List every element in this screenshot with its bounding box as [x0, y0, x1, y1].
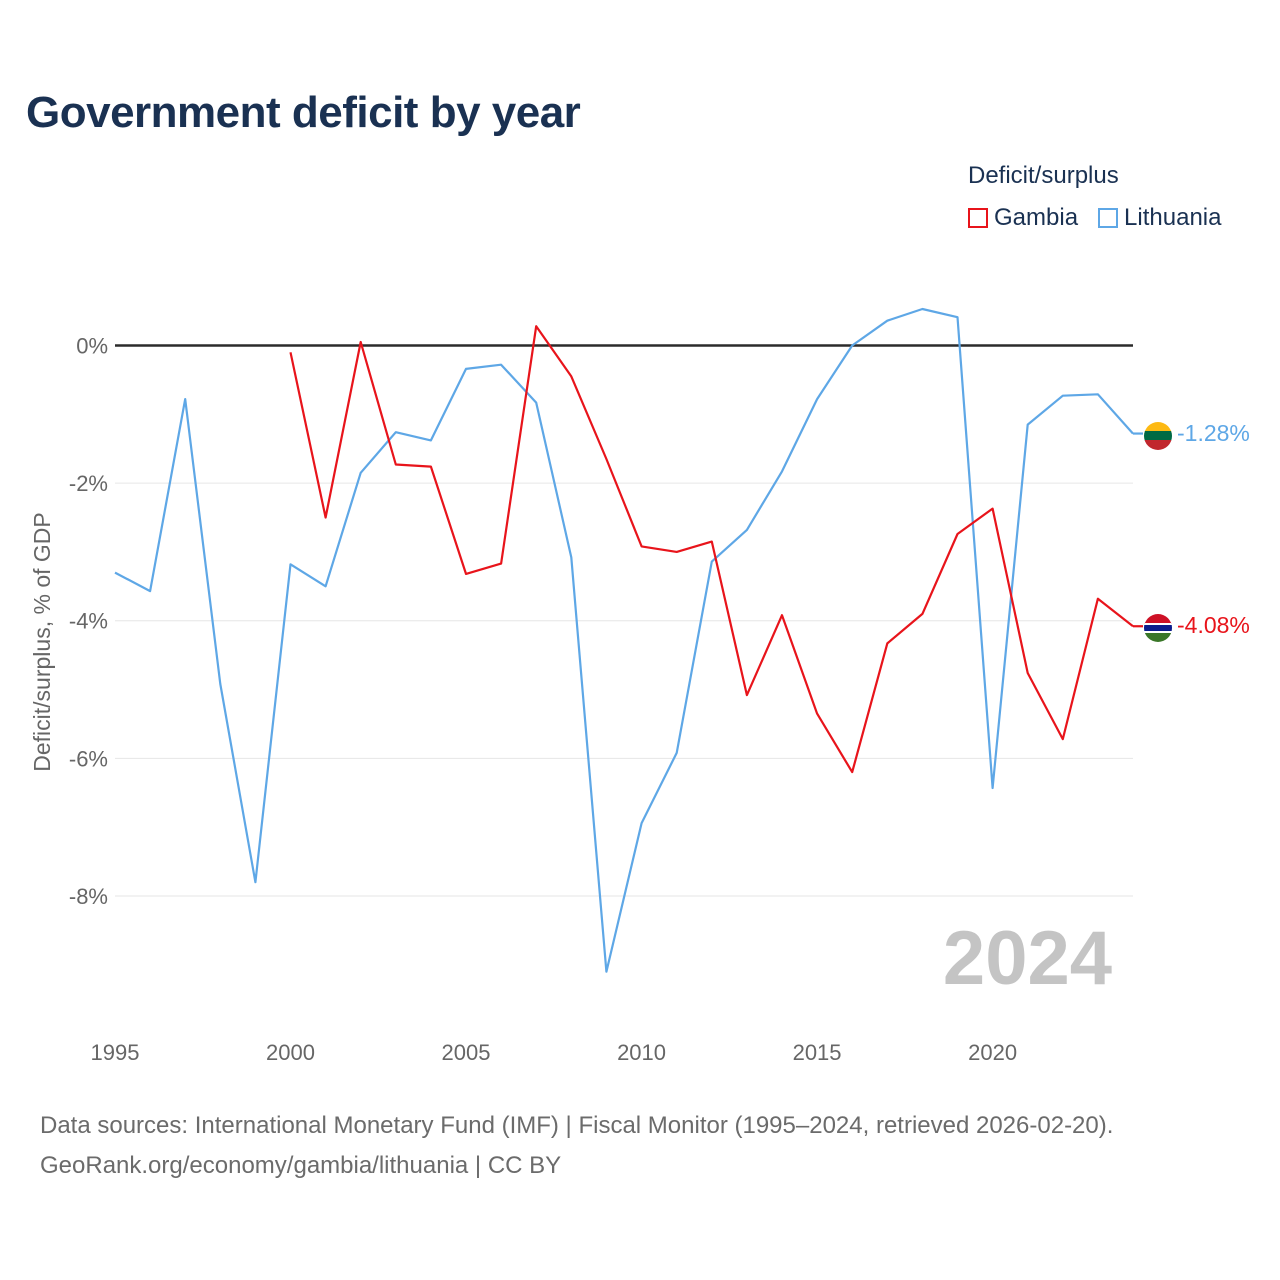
line-chart: 0%-2%-4%-6%-8% 1995 2000 2005 2010 2015 2020 …: [29, 307, 1250, 1065]
x-tick-label: 1995: [91, 1040, 140, 1065]
y-tick-label: -4%: [69, 609, 108, 634]
source-note: Data sources: International Monetary Fun…: [40, 1106, 1113, 1186]
x-tick-label: 2005: [442, 1040, 491, 1065]
y-axis-label: Deficit/surplus, % of GDP: [29, 512, 55, 771]
source-line: Data sources: International Monetary Fun…: [40, 1112, 1114, 1139]
legend-title: Deficit/surplus: [968, 162, 1119, 189]
series-line-gambia[interactable]: [289, 325, 1134, 774]
legend-label-gambia: Gambia: [994, 204, 1079, 231]
attribution-line: GeoRank.org/economy/gambia/lithuania | C…: [40, 1152, 562, 1179]
flag-lithuania-icon: [1144, 422, 1172, 450]
series-line-lithuania[interactable]: [114, 307, 1134, 973]
legend-item-lithuania[interactable]: Lithuania: [1098, 204, 1221, 232]
legend-swatch-gambia: [968, 208, 988, 228]
end-label-lithuania: -1.28%: [1177, 420, 1250, 446]
flag-gambia-icon: [1144, 614, 1172, 642]
legend-label-lithuania: Lithuania: [1124, 204, 1222, 231]
y-tick-label: -2%: [69, 471, 108, 496]
chart-title: Government deficit by year: [26, 88, 581, 137]
end-label-gambia: -4.08%: [1177, 612, 1250, 638]
legend: Gambia Lithuania: [968, 204, 1241, 232]
x-tick-label: 2015: [793, 1040, 842, 1065]
y-tick-label: -8%: [69, 884, 108, 909]
x-tick-label: 2000: [266, 1040, 315, 1065]
legend-swatch-lithuania: [1098, 208, 1119, 228]
x-tick-label: 2010: [617, 1040, 666, 1065]
watermark-year: 2024: [943, 916, 1112, 1001]
y-tick-label: 0%: [76, 333, 108, 358]
legend-item-gambia[interactable]: Gambia: [968, 204, 1078, 232]
x-tick-label: 2020: [968, 1040, 1017, 1065]
y-tick-label: -6%: [69, 746, 108, 771]
